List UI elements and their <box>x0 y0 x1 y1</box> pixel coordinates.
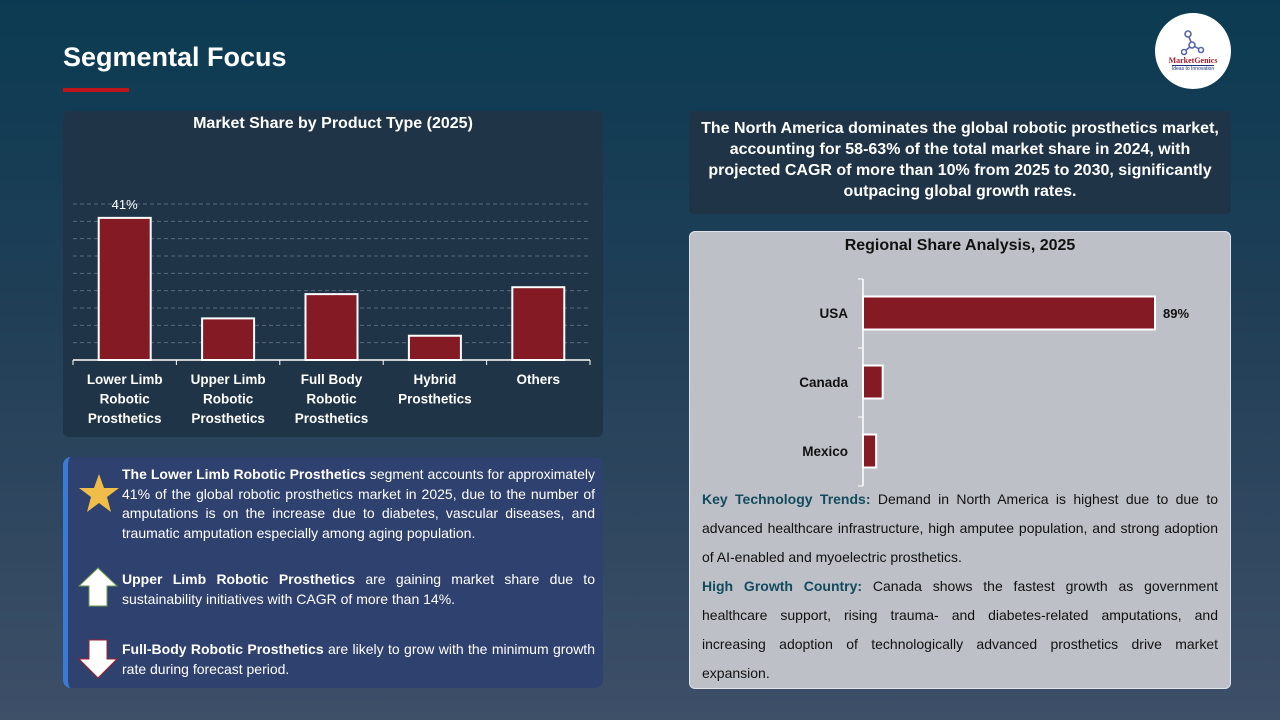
data-label: 41% <box>112 197 138 212</box>
category-label: USA <box>819 306 848 321</box>
product-type-bar-chart: 41% Lower Limb Robotic Prosthetics Upper Lim… <box>72 197 591 426</box>
chart-title: Regional Share Analysis, 2025 <box>844 237 1076 254</box>
highlights-panel: The Lower Limb Robotic Prosthetics segme… <box>63 457 603 688</box>
highlight-full-body: Full-Body Robotic Prosthetics are likely… <box>122 641 595 677</box>
molecule-icon <box>1181 30 1205 56</box>
category-label: Prosthetics <box>398 392 472 407</box>
bar <box>407 334 462 362</box>
category-label: Hybrid <box>414 372 457 387</box>
category-label: Robotic <box>203 392 254 407</box>
category-label: Prosthetics <box>191 411 265 426</box>
category-label: Robotic <box>100 392 151 407</box>
bar <box>97 216 152 361</box>
arrow-down-icon <box>78 639 118 679</box>
bar <box>511 286 566 361</box>
category-label: Prosthetics <box>88 411 162 426</box>
category-label: Canada <box>799 375 848 390</box>
title-underline <box>63 88 129 92</box>
regional-bar-chart: USA 89% Canada Mexico <box>799 278 1189 487</box>
arrow-up-icon <box>78 567 118 607</box>
star-icon <box>79 474 119 512</box>
category-label: Prosthetics <box>295 411 369 426</box>
bar <box>304 293 359 361</box>
bar <box>862 364 884 400</box>
north-america-callout: The North America dominates the global r… <box>689 111 1231 214</box>
regional-share-panel: Regional Share Analysis, 2025 USA 89% Cana… <box>689 231 1231 689</box>
bar <box>201 317 256 361</box>
category-label: Lower Limb <box>87 372 163 387</box>
logo-tagline: Ideas to Innovation <box>1171 65 1215 72</box>
highlight-upper-limb: Upper Limb Robotic Prosthetics are gaini… <box>122 571 595 607</box>
logo-brand: MarketGenics <box>1168 56 1218 65</box>
category-label: Robotic <box>306 392 357 407</box>
logo: MarketGenics Ideas to Innovation <box>1155 13 1231 89</box>
product-type-chart-panel: Market Share by Product Type (2025) 41% L… <box>63 111 603 437</box>
data-label: 89% <box>1163 306 1189 321</box>
bar <box>862 433 878 469</box>
key-technology-trends: Key Technology Trends: Demand in North A… <box>702 491 1218 565</box>
chart-title: Market Share by Product Type (2025) <box>193 115 473 132</box>
category-label: Full Body <box>301 372 363 387</box>
bar <box>862 295 1156 331</box>
high-growth-country: High Growth Country: Canada shows the fa… <box>702 578 1218 681</box>
highlight-lower-limb: The Lower Limb Robotic Prosthetics segme… <box>122 466 595 541</box>
page-title: Segmental Focus <box>63 42 287 72</box>
category-label: Mexico <box>802 444 848 459</box>
category-label: Others <box>517 372 561 387</box>
category-label: Upper Limb <box>191 372 266 387</box>
